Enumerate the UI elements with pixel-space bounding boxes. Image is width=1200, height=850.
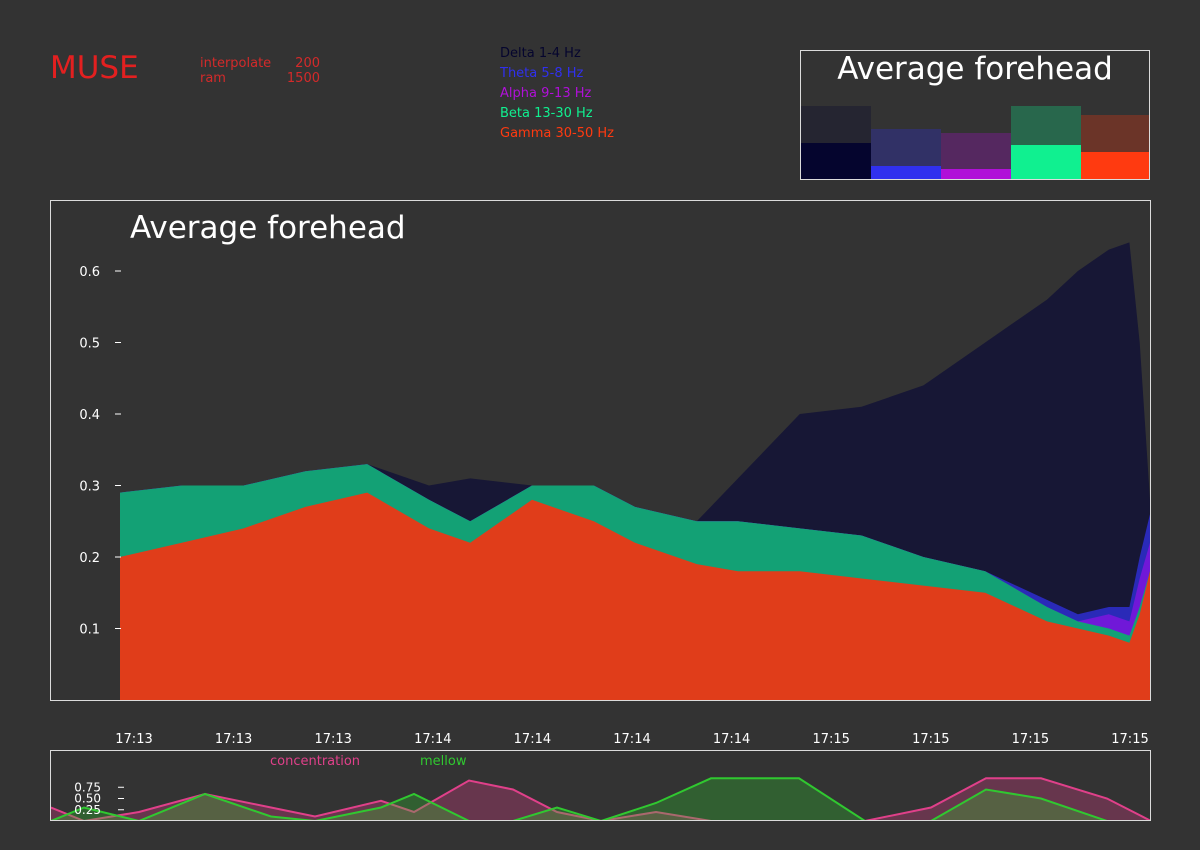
y-tick-label: 0.3 — [79, 480, 100, 495]
x-tick-label: 17:15 — [1111, 732, 1148, 747]
mind-state-svg: 0.250.500.75 — [51, 777, 1150, 820]
x-tick-label: 17:14 — [613, 732, 650, 747]
x-tick-label: 17:14 — [414, 732, 451, 747]
y-tick-label: 0.5 — [79, 337, 100, 352]
main-chart-frame — [50, 200, 1151, 701]
bar-gamma — [1081, 152, 1149, 179]
line-concentration — [51, 777, 1150, 820]
stat-label: interpolate — [200, 56, 272, 71]
stat-interpolate: interpolate 200 — [200, 56, 320, 71]
y-tick-label: 0.4 — [79, 408, 100, 423]
bar-alpha — [941, 169, 1011, 179]
legend-beta: Beta 13-30 Hz — [500, 106, 593, 121]
x-tick-label: 17:13 — [215, 732, 252, 747]
bar-delta — [801, 143, 871, 179]
bar-theta — [871, 166, 941, 179]
band-bar-chart: Average forehead — [800, 50, 1150, 180]
main-chart-title: Average forehead — [130, 210, 406, 246]
mind-state-chart: 0.25 0.50 0.75 — [50, 750, 1151, 821]
y-tick-label: 0.1 — [79, 623, 100, 638]
y-tick-label: 0.25 — [74, 803, 101, 817]
area-gamma — [120, 492, 1150, 700]
x-tick-label: 17:14 — [514, 732, 551, 747]
y-tick-label: 0.75 — [74, 780, 101, 794]
legend-mellow: mellow — [420, 754, 467, 769]
x-tick-label: 17:13 — [115, 732, 152, 747]
legend-delta: Delta 1-4 Hz — [500, 46, 581, 61]
bar-beta — [1011, 145, 1081, 179]
stat-label: ram — [200, 71, 226, 86]
x-tick-label: 17:15 — [812, 732, 849, 747]
x-tick-label: 17:13 — [314, 732, 351, 747]
bar-chart-title: Average forehead — [837, 51, 1113, 87]
stat-value: 1500 — [286, 71, 320, 86]
legend-theta: Theta 5-8 Hz — [500, 66, 584, 81]
area-mellow — [53, 778, 1105, 820]
y-tick-label: 0.50 — [74, 792, 101, 806]
stat-ram: ram 1500 — [200, 71, 320, 86]
area-concentration — [51, 778, 1150, 820]
legend-concentration: concentration — [270, 754, 361, 769]
line-mellow — [51, 777, 1150, 820]
x-tick-label: 17:14 — [713, 732, 750, 747]
legend-gamma: Gamma 30-50 Hz — [500, 126, 614, 141]
y-tick-label: 0.2 — [79, 551, 100, 566]
stat-value: 200 — [295, 56, 320, 71]
x-tick-label: 17:15 — [912, 732, 949, 747]
muse-logo: MUSE — [50, 50, 139, 86]
bar-chart-svg — [801, 106, 1149, 179]
stats-panel: interpolate 200 ram 1500 — [200, 56, 320, 86]
x-tick-label: 17:15 — [1012, 732, 1049, 747]
band-legend: Delta 1-4 Hz Theta 5-8 Hz Alpha 9-13 Hz … — [500, 44, 614, 144]
y-tick-label: 0.6 — [79, 265, 100, 280]
legend-alpha: Alpha 9-13 Hz — [500, 86, 592, 101]
